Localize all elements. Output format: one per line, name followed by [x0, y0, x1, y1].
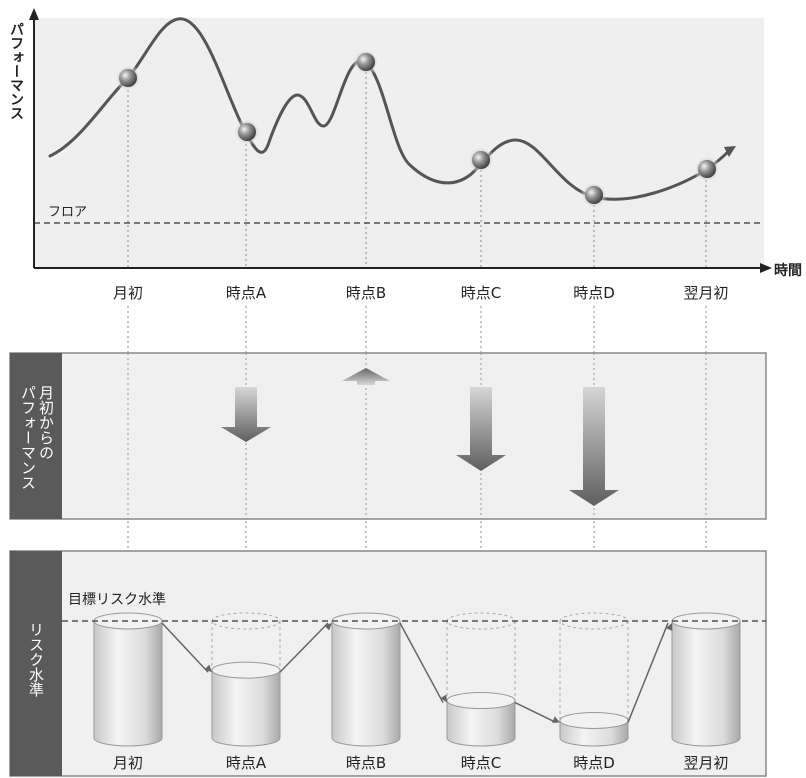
middle-panel [9, 352, 767, 520]
bottom-label-b: 時点B [346, 754, 386, 772]
bottom-label-next-month: 翌月初 [683, 754, 728, 772]
risk-cylinder [211, 612, 281, 747]
y-axis-arrowhead [29, 8, 39, 20]
point-d [585, 186, 603, 204]
arrow-up-b [342, 368, 390, 385]
point-b [357, 53, 375, 71]
cylinder-body [331, 620, 401, 747]
change-arrows [221, 368, 619, 506]
cylinder-body [446, 700, 516, 747]
point-next-month [698, 160, 716, 178]
cylinder-top [211, 661, 281, 679]
risk-cylinder [671, 612, 741, 747]
time-label-month-start: 月初 [113, 284, 143, 302]
point-month-start [119, 69, 137, 87]
cylinder-body [93, 620, 163, 747]
time-labels: 月初 時点A 時点B 時点C 時点D 翌月初 [113, 284, 729, 302]
transition-arrowhead [324, 623, 332, 631]
arrow-down-c [456, 387, 506, 471]
bottom-panel-title: リスク水準 [27, 622, 45, 697]
time-label-c: 時点C [461, 284, 501, 302]
transition-arrowhead [552, 716, 560, 723]
bottom-labels: 月初 時点A 時点B 時点C 時点D 翌月初 [113, 754, 729, 772]
cylinder-top [559, 711, 629, 729]
time-label-next-month: 翌月初 [683, 284, 728, 302]
bottom-panel-side [10, 551, 62, 776]
cylinder-top [446, 692, 516, 710]
target-label: 目標リスク水準 [68, 592, 166, 608]
transition-arrowhead [665, 623, 673, 631]
middle-panel-title: 月初からの パフォーマンス [19, 385, 55, 490]
transition-arrowhead [440, 694, 447, 703]
bottom-label-d: 時点D [573, 754, 615, 772]
arrow-down-d [569, 387, 619, 506]
x-axis-label: 時間 [774, 262, 802, 279]
point-a [238, 123, 256, 141]
risk-cylinder [331, 612, 401, 747]
arrow-down-a [221, 387, 271, 442]
x-axis-arrowhead [760, 263, 772, 273]
svg-text:パフォーマンス: パフォーマンス [19, 385, 37, 490]
risk-cylinder [446, 612, 516, 747]
cylinder-transition-arrows [161, 622, 673, 724]
middle-panel-side [10, 353, 62, 519]
transition-arrow-line [161, 622, 209, 673]
risk-cylinder [559, 612, 629, 747]
bottom-label-month-start: 月初 [113, 754, 143, 772]
cylinder-body [211, 669, 281, 747]
risk-cylinder [93, 612, 163, 747]
transition-arrowhead [204, 664, 212, 673]
guide-lines-top [127, 62, 707, 268]
transition-arrow-line [279, 622, 329, 673]
bottom-label-c: 時点C [461, 754, 501, 772]
transition-arrow-line [627, 622, 669, 723]
transition-arrow-line [399, 622, 444, 703]
transition-arrow-line [514, 701, 557, 724]
y-axis-label: パフォーマンス [8, 22, 24, 120]
time-label-d: 時点D [573, 284, 615, 302]
curve-arrowhead [724, 146, 736, 157]
bottom-label-a: 時点A [226, 754, 267, 772]
time-label-a: 時点A [226, 284, 267, 302]
point-c [472, 151, 490, 169]
performance-points [114, 48, 721, 209]
time-label-b: 時点B [346, 284, 386, 302]
floor-label: フロア [48, 205, 87, 220]
svg-text:月初からの: 月初からの [37, 385, 55, 460]
cylinder-body [671, 620, 741, 747]
